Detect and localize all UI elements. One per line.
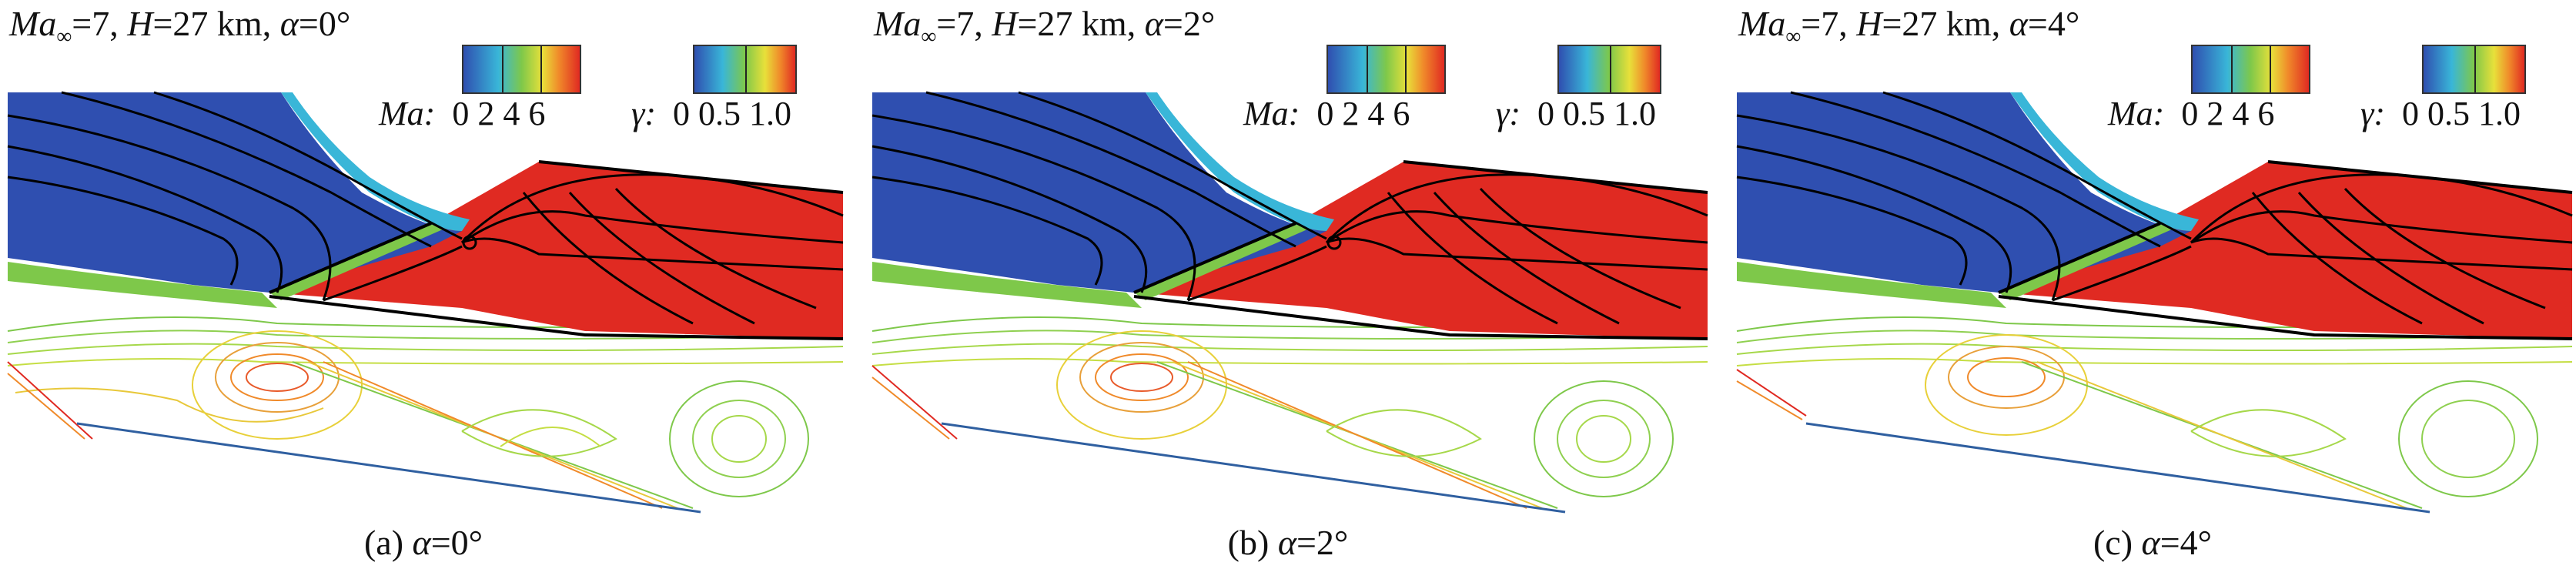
panel-caption: (c) α=4° [2093, 523, 2213, 562]
mach-colorbar-label: Ma: 0 2 4 6 [2108, 95, 2275, 132]
gamma-colorbar [1557, 45, 1661, 94]
mach-low-region [872, 92, 1326, 293]
gamma-colorbar-label: γ: 0 0.5 1.0 [2360, 95, 2521, 132]
wall-surface [1805, 422, 2430, 514]
panel-caption: (a) α=0° [363, 523, 483, 562]
gamma-contours [7, 316, 844, 509]
panel-a: Ma∞=7, H=27 km, α=0° Ma: 0 2 4 6 γ: 0 0.… [0, 0, 847, 579]
gamma-contours [1736, 316, 2573, 509]
mach-low-region [8, 92, 462, 293]
flow-field [871, 91, 1708, 514]
gamma-colorbar [693, 45, 797, 94]
gamma-contours [871, 316, 1708, 509]
gamma-colorbar-label: γ: 0 0.5 1.0 [1496, 95, 1656, 132]
mach-colorbar [462, 45, 581, 94]
gamma-colorbar-label: γ: 0 0.5 1.0 [631, 95, 791, 132]
panel-header: Ma∞=7, H=27 km, α=0° [9, 4, 351, 49]
panel-c: Ma∞=7, H=27 km, α=4° Ma: 0 2 4 6 γ: 0 0.… [1729, 0, 2576, 579]
mach-colorbar-label: Ma: 0 2 4 6 [1243, 95, 1410, 132]
wall-surface [941, 422, 1566, 514]
flow-field [1736, 91, 2573, 514]
mach-colorbar [1326, 45, 1446, 94]
flow-field [7, 91, 844, 514]
streamlines [7, 91, 844, 340]
mach-colorbar-label: Ma: 0 2 4 6 [379, 95, 546, 132]
panel-header: Ma∞=7, H=27 km, α=4° [1738, 4, 2080, 49]
wall-surface [76, 422, 701, 514]
panel-header: Ma∞=7, H=27 km, α=2° [874, 4, 1216, 49]
streamlines [871, 91, 1708, 340]
mach-low-region [1737, 92, 2191, 293]
mach-colorbar [2191, 45, 2310, 94]
streamlines [1736, 91, 2573, 340]
panel-caption: (b) α=2° [1227, 523, 1349, 562]
panel-b: Ma∞=7, H=27 km, α=2° Ma: 0 2 4 6 γ: 0 0.… [865, 0, 1711, 579]
gamma-colorbar [2422, 45, 2526, 94]
